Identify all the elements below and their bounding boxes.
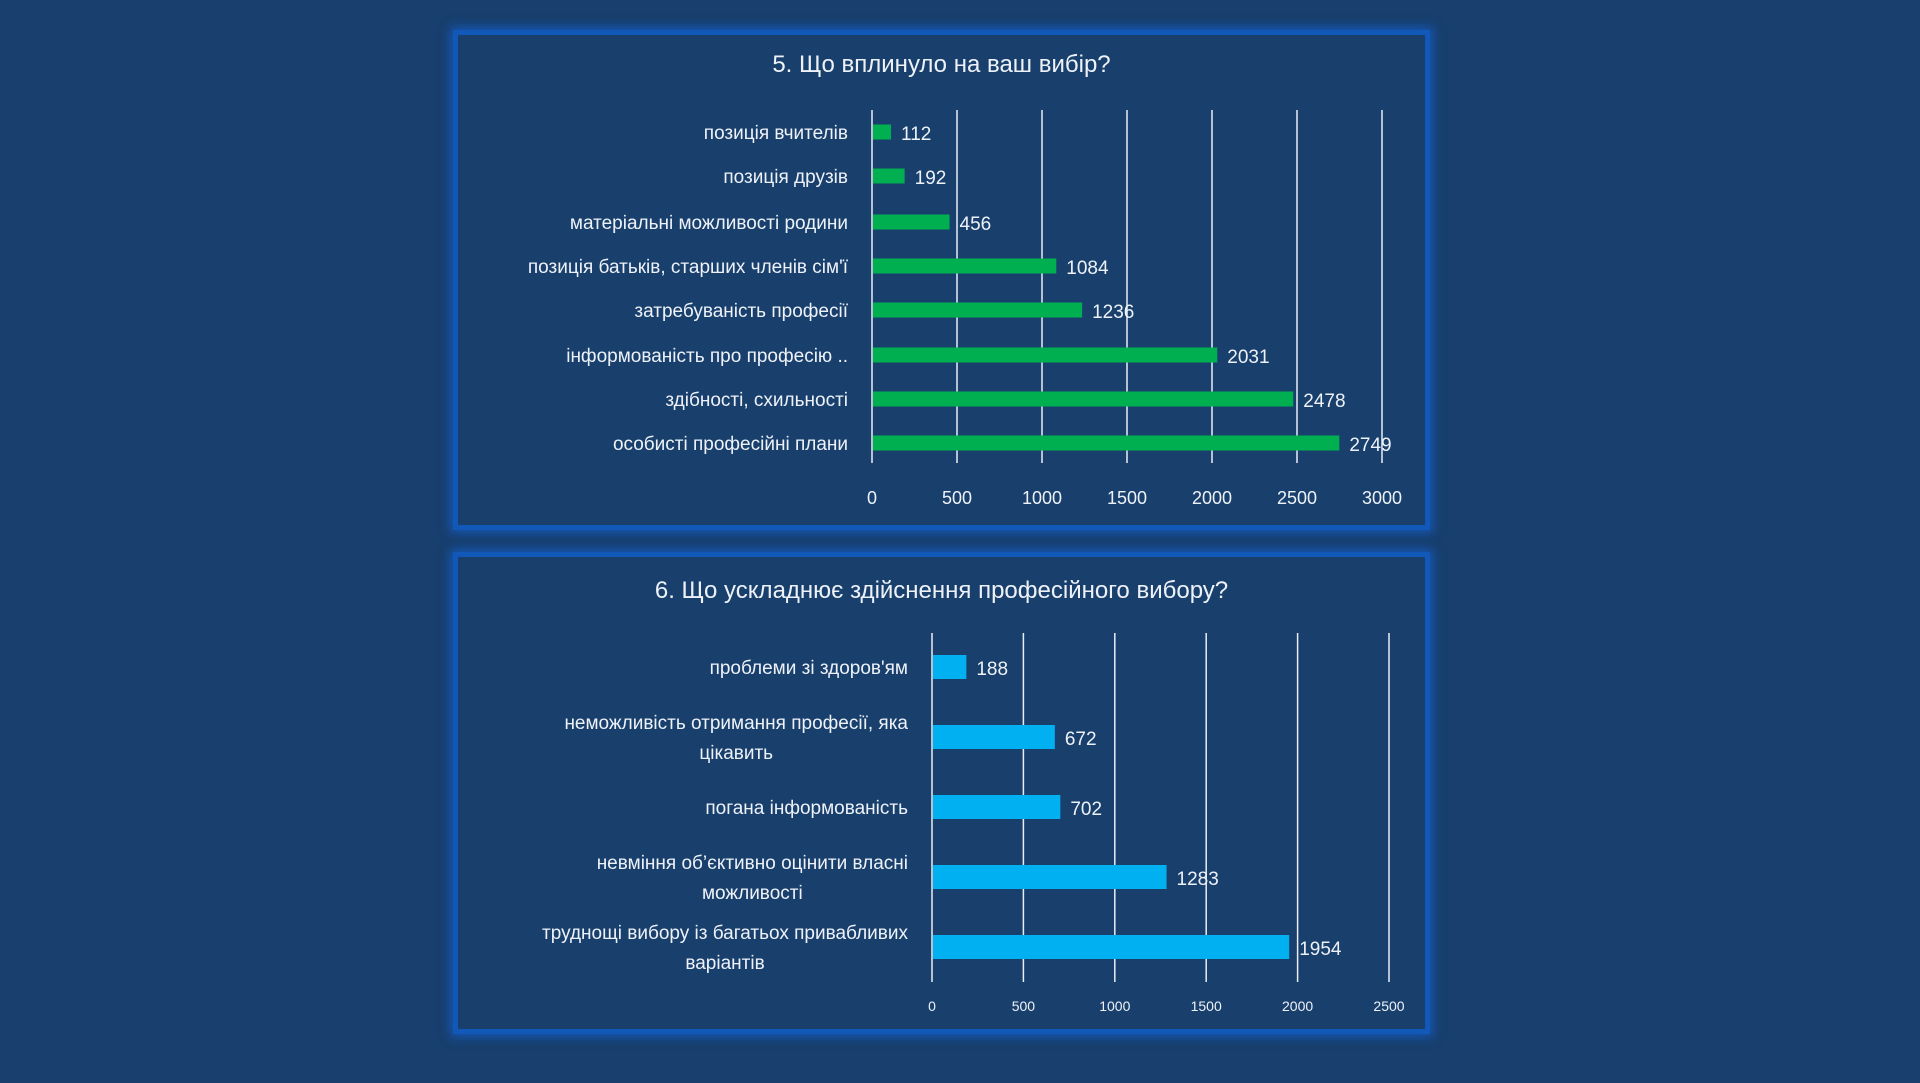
chart-title: 5. Що вплинуло на ваш вибір? (772, 51, 1111, 78)
chart-panel-influence: 5. Що вплинуло на ваш вибір? (453, 30, 1430, 530)
chart-panel-difficulties: 6. Що ускладнює здійснення професійного … (453, 552, 1430, 1034)
chart-title: 6. Що ускладнює здійснення професійного … (654, 577, 1229, 604)
